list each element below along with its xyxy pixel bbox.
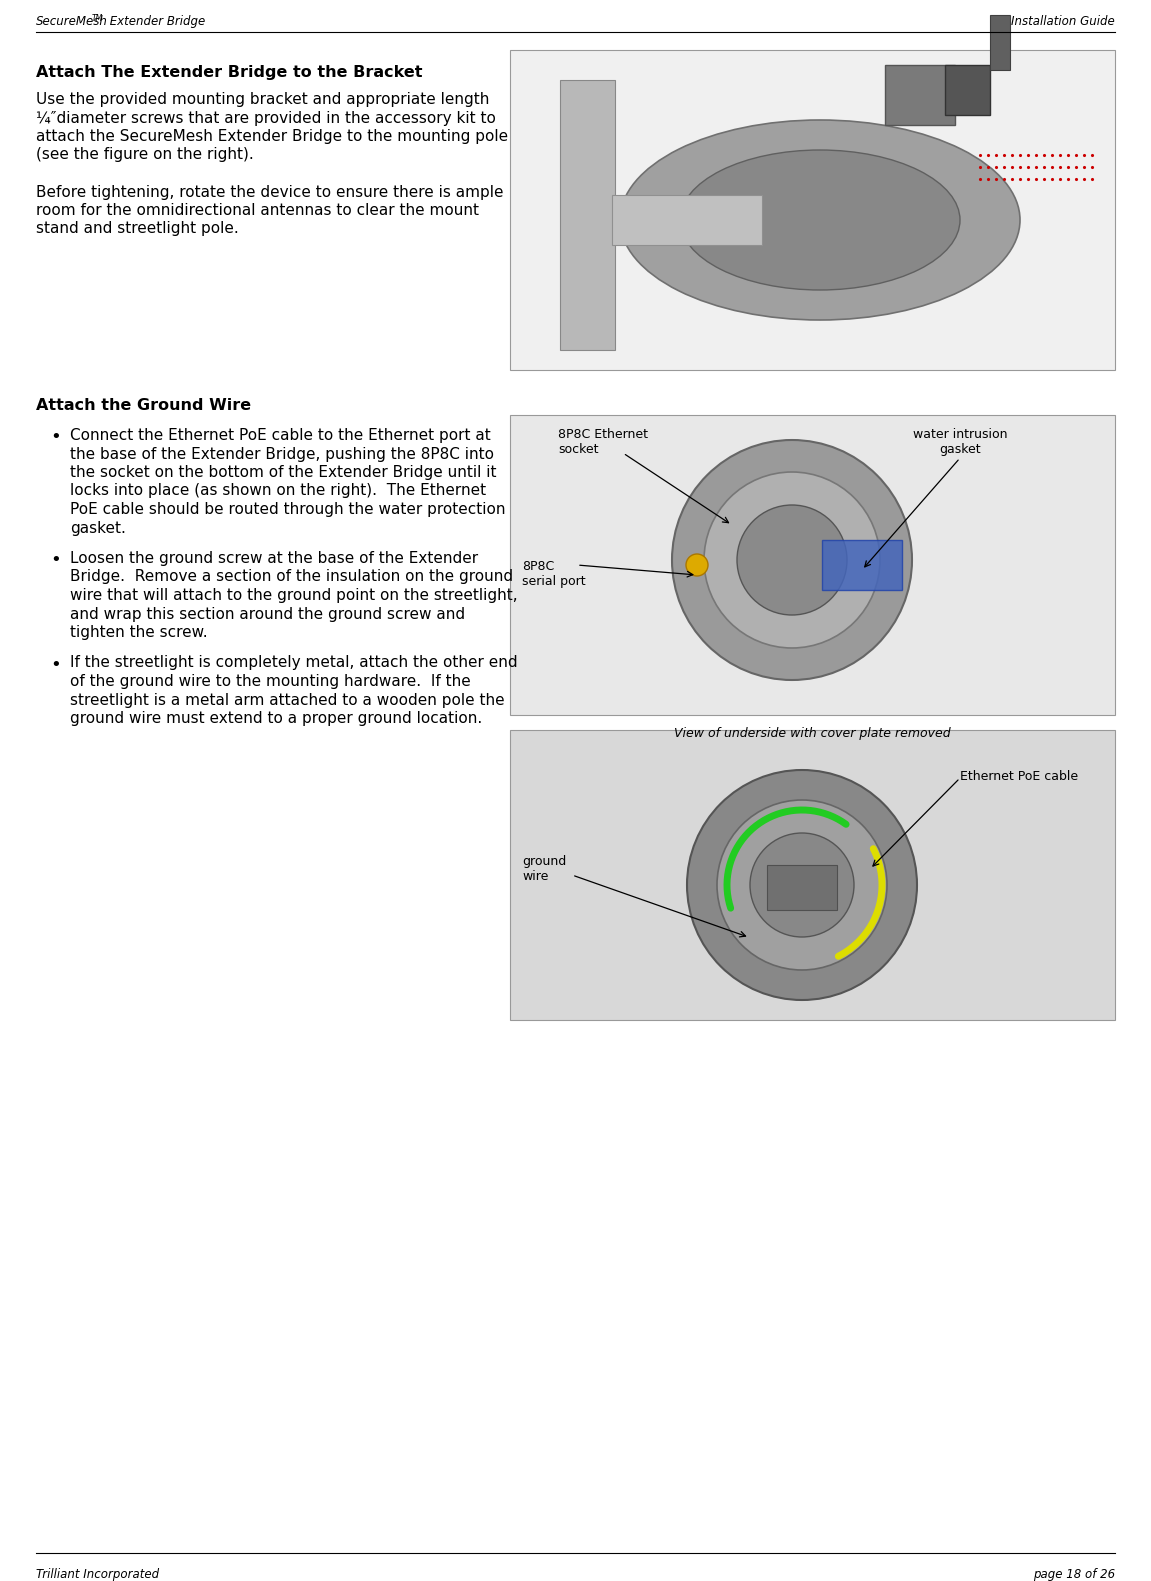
Text: ground wire must extend to a proper ground location.: ground wire must extend to a proper grou… bbox=[70, 711, 482, 726]
Text: tighten the screw.: tighten the screw. bbox=[70, 624, 207, 640]
Text: Attach the Ground Wire: Attach the Ground Wire bbox=[36, 398, 251, 413]
Bar bbox=[612, 194, 762, 245]
Bar bbox=[510, 51, 1115, 370]
Text: 8P8C
serial port: 8P8C serial port bbox=[523, 560, 586, 588]
Text: streetlight is a metal arm attached to a wooden pole the: streetlight is a metal arm attached to a… bbox=[70, 692, 504, 708]
Text: •: • bbox=[49, 428, 61, 446]
Text: •: • bbox=[49, 552, 61, 569]
Text: room for the omnidirectional antennas to clear the mount: room for the omnidirectional antennas to… bbox=[36, 202, 479, 218]
Text: •: • bbox=[49, 656, 61, 674]
Text: the base of the Extender Bridge, pushing the 8P8C into: the base of the Extender Bridge, pushing… bbox=[70, 446, 494, 462]
Text: SecureMesh: SecureMesh bbox=[36, 14, 108, 28]
Circle shape bbox=[686, 553, 708, 575]
Text: 8P8C Ethernet
socket: 8P8C Ethernet socket bbox=[558, 428, 648, 455]
Text: Attach The Extender Bridge to the Bracket: Attach The Extender Bridge to the Bracke… bbox=[36, 65, 422, 81]
Text: gasket.: gasket. bbox=[70, 520, 125, 536]
Text: If the streetlight is completely metal, attach the other end: If the streetlight is completely metal, … bbox=[70, 656, 518, 670]
Text: Trilliant Incorporated: Trilliant Incorporated bbox=[36, 1568, 159, 1581]
Text: Connect the Ethernet PoE cable to the Ethernet port at: Connect the Ethernet PoE cable to the Et… bbox=[70, 428, 490, 443]
Text: TM: TM bbox=[92, 14, 104, 24]
Text: Extender Bridge: Extender Bridge bbox=[106, 14, 205, 28]
Text: Loosen the ground screw at the base of the Extender: Loosen the ground screw at the base of t… bbox=[70, 552, 478, 566]
Circle shape bbox=[672, 440, 912, 680]
Text: the socket on the bottom of the Extender Bridge until it: the socket on the bottom of the Extender… bbox=[70, 465, 496, 481]
Text: attach the SecureMesh Extender Bridge to the mounting pole: attach the SecureMesh Extender Bridge to… bbox=[36, 130, 508, 144]
Bar bbox=[945, 65, 990, 115]
Text: page 18 of 26: page 18 of 26 bbox=[1032, 1568, 1115, 1581]
Text: Ethernet PoE cable: Ethernet PoE cable bbox=[960, 770, 1078, 783]
Bar bbox=[822, 541, 902, 590]
Text: stand and streetlight pole.: stand and streetlight pole. bbox=[36, 221, 238, 237]
Circle shape bbox=[750, 833, 854, 938]
Text: Bridge.  Remove a section of the insulation on the ground: Bridge. Remove a section of the insulati… bbox=[70, 569, 513, 585]
Text: (see the figure on the right).: (see the figure on the right). bbox=[36, 147, 253, 163]
Bar bbox=[510, 414, 1115, 715]
Text: Before tightening, rotate the device to ensure there is ample: Before tightening, rotate the device to … bbox=[36, 185, 503, 199]
Bar bbox=[561, 81, 615, 349]
Text: Installation Guide: Installation Guide bbox=[1012, 14, 1115, 28]
Ellipse shape bbox=[620, 120, 1020, 319]
Text: ground
wire: ground wire bbox=[523, 855, 566, 884]
Text: PoE cable should be routed through the water protection: PoE cable should be routed through the w… bbox=[70, 503, 505, 517]
Bar bbox=[510, 730, 1115, 1020]
Text: locks into place (as shown on the right).  The Ethernet: locks into place (as shown on the right)… bbox=[70, 484, 486, 498]
Text: Use the provided mounting bracket and appropriate length: Use the provided mounting bracket and ap… bbox=[36, 92, 489, 108]
Text: and wrap this section around the ground screw and: and wrap this section around the ground … bbox=[70, 607, 465, 621]
Circle shape bbox=[737, 504, 847, 615]
Text: wire that will attach to the ground point on the streetlight,: wire that will attach to the ground poin… bbox=[70, 588, 518, 602]
Text: water intrusion
gasket: water intrusion gasket bbox=[913, 428, 1007, 455]
Circle shape bbox=[717, 800, 887, 971]
Circle shape bbox=[704, 473, 881, 648]
Bar bbox=[990, 14, 1009, 70]
Text: View of underside with cover plate removed: View of underside with cover plate remov… bbox=[673, 727, 951, 740]
Circle shape bbox=[687, 770, 917, 1001]
Bar bbox=[885, 65, 955, 125]
Text: of the ground wire to the mounting hardware.  If the: of the ground wire to the mounting hardw… bbox=[70, 674, 471, 689]
Bar bbox=[767, 865, 837, 911]
Text: ¼″diameter screws that are provided in the accessory kit to: ¼″diameter screws that are provided in t… bbox=[36, 111, 496, 125]
Ellipse shape bbox=[680, 150, 960, 289]
